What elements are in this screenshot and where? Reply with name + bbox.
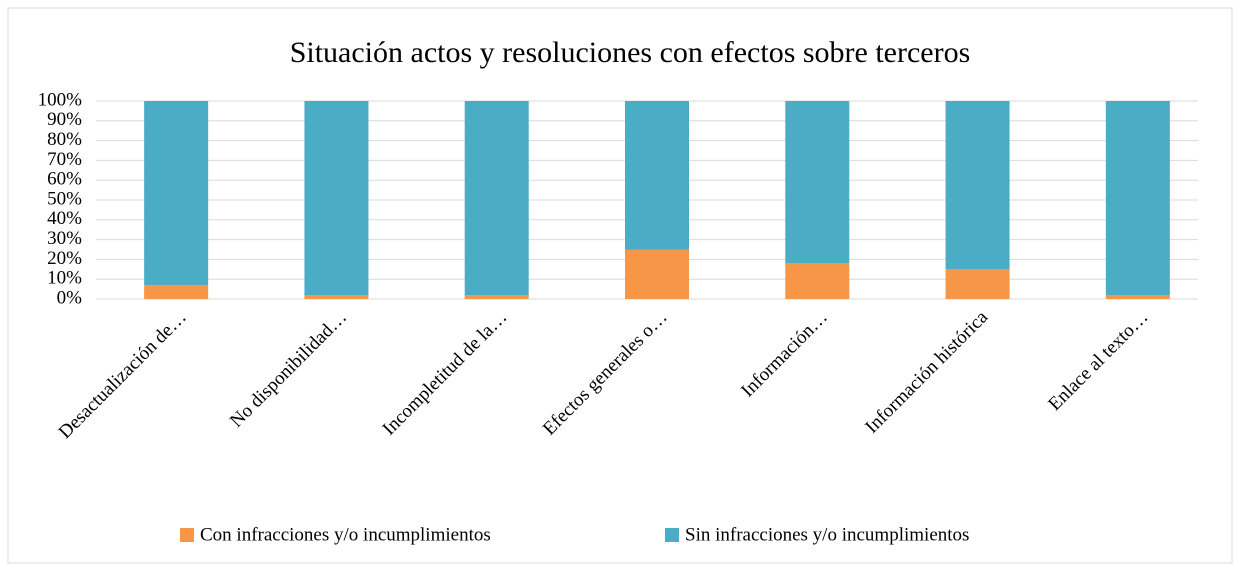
bar (625, 249, 689, 299)
y-tick-label: 30% (47, 228, 82, 249)
y-tick-label: 40% (47, 208, 82, 229)
bar (464, 295, 529, 299)
y-tick-label: 90% (47, 109, 82, 130)
legend-swatch (180, 528, 194, 542)
bar (785, 101, 850, 264)
y-tick-label: 50% (47, 188, 82, 209)
bar (1105, 101, 1170, 296)
bar (1105, 295, 1170, 299)
bar (304, 101, 369, 296)
legend-swatch (665, 528, 679, 542)
y-tick-label: 10% (47, 268, 82, 289)
bar (625, 101, 689, 250)
chart-title: Situación actos y resoluciones con efect… (290, 36, 971, 69)
y-tick-label: 60% (47, 169, 82, 190)
bar (464, 101, 529, 296)
bar (945, 101, 1010, 270)
bar (304, 295, 369, 299)
legend-label: Sin infracciones y/o incumplimientos (685, 524, 969, 545)
bar (945, 269, 1010, 299)
y-tick-label: 0% (57, 287, 83, 308)
y-tick-label: 20% (47, 248, 82, 269)
bar (144, 285, 209, 299)
bar (785, 263, 850, 299)
y-tick-label: 70% (47, 149, 82, 170)
y-tick-label: 100% (38, 89, 83, 110)
bar (144, 101, 209, 286)
legend-label: Con infracciones y/o incumplimientos (200, 524, 491, 545)
y-tick-label: 80% (47, 129, 82, 150)
